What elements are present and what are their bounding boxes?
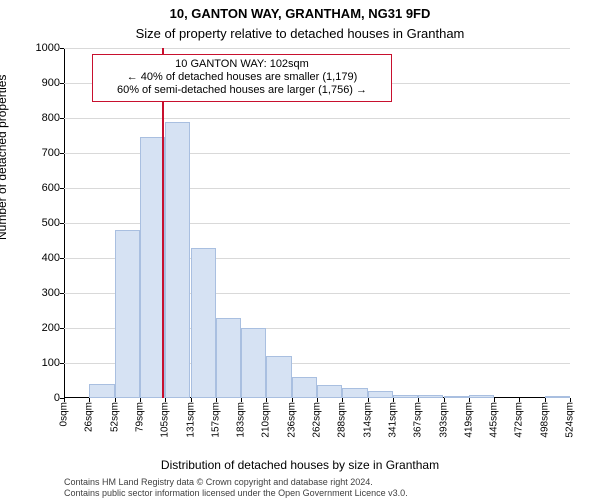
histogram-bar [89,384,114,398]
x-tick: 314sqm [362,402,373,438]
y-tick: 100 [42,357,60,369]
chart-container: 10, GANTON WAY, GRANTHAM, NG31 9FD Size … [0,0,600,500]
annotation-line: 60% of semi-detached houses are larger (… [99,84,385,97]
x-tick: 79sqm [134,402,145,432]
y-tick: 800 [42,112,60,124]
gridline [64,118,570,119]
x-tick: 498sqm [539,402,550,438]
y-tick: 300 [42,287,60,299]
x-tick: 393sqm [438,402,449,438]
x-tick: 26sqm [84,402,95,432]
x-tick: 52sqm [109,402,120,432]
histogram-bar [342,388,367,399]
histogram-bar [216,318,241,399]
y-tick: 600 [42,182,60,194]
x-tick: 236sqm [286,402,297,438]
x-tick: 472sqm [514,402,525,438]
x-tick: 157sqm [210,402,221,438]
footer-line2: Contains public sector information licen… [64,488,408,498]
x-tick: 419sqm [463,402,474,438]
histogram-bar [368,391,393,398]
x-axis-label: Distribution of detached houses by size … [0,458,600,472]
x-tick: 210sqm [261,402,272,438]
x-tick: 0sqm [59,402,70,426]
annotation-box: 10 GANTON WAY: 102sqm← 40% of detached h… [92,54,392,102]
x-tick: 105sqm [160,402,171,438]
annotation-line: ← 40% of detached houses are smaller (1,… [99,71,385,84]
y-tick: 200 [42,322,60,334]
plot-area: 10 GANTON WAY: 102sqm← 40% of detached h… [64,48,570,398]
title-subtitle: Size of property relative to detached ho… [0,26,600,41]
y-tick: 400 [42,252,60,264]
histogram-bar [165,122,190,399]
y-tick: 1000 [36,42,60,54]
histogram-bar [191,248,216,399]
footer-line1: Contains HM Land Registry data © Crown c… [64,477,408,487]
y-tick: 900 [42,77,60,89]
histogram-bar [115,230,140,398]
x-tick-labels: 0sqm26sqm52sqm79sqm105sqm131sqm157sqm183… [64,398,570,446]
x-tick: 367sqm [413,402,424,438]
histogram-bar [241,328,266,398]
x-tick: 341sqm [387,402,398,438]
y-tick: 700 [42,147,60,159]
x-tick: 131sqm [185,402,196,438]
x-tick: 262sqm [312,402,323,438]
annotation-line: 10 GANTON WAY: 102sqm [99,58,385,71]
y-tick: 500 [42,217,60,229]
histogram-bar [266,356,291,398]
histogram-bar [317,385,342,398]
x-tick: 524sqm [565,402,576,438]
y-tick-labels: 01002003004005006007008009001000 [22,48,64,398]
x-tick: 183sqm [236,402,247,438]
x-tick: 288sqm [337,402,348,438]
histogram-bar [292,377,317,398]
x-tick: 445sqm [489,402,500,438]
gridline [64,48,570,49]
y-axis-label: Number of detached properties [0,75,9,240]
title-address: 10, GANTON WAY, GRANTHAM, NG31 9FD [0,6,600,21]
footer-attribution: Contains HM Land Registry data © Crown c… [64,477,408,498]
